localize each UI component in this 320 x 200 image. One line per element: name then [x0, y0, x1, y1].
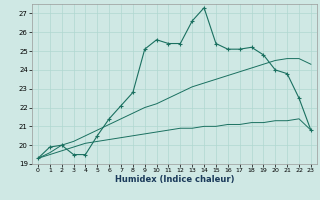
- X-axis label: Humidex (Indice chaleur): Humidex (Indice chaleur): [115, 175, 234, 184]
